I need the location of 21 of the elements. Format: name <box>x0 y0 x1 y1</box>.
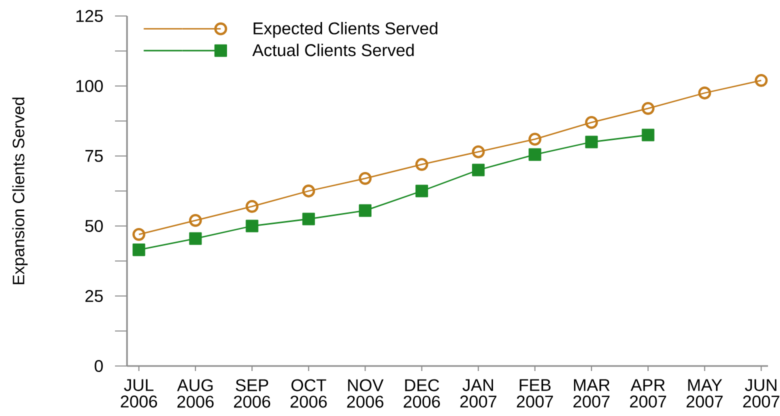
y-tick-label: 100 <box>76 80 103 92</box>
x-tick-label: NOV 2006 <box>347 379 384 408</box>
y-tick-label: 0 <box>94 360 103 372</box>
x-tick-label: JUL 2006 <box>120 379 158 408</box>
x-tick-label: FEB 2007 <box>516 379 553 408</box>
y-tick-label: 125 <box>76 10 103 22</box>
x-tick-label: JUN 2007 <box>743 379 780 408</box>
y-tick-label: 50 <box>85 220 103 232</box>
y-tick-label: 75 <box>85 150 103 162</box>
y-axis-title: Expansion Clients Served <box>12 98 28 284</box>
x-tick-label: MAR 2007 <box>573 379 610 408</box>
legend-label: Actual Clients Served <box>252 44 414 56</box>
x-tick-label: DEC 2006 <box>404 379 440 408</box>
x-tick-label: APR 2007 <box>630 379 666 408</box>
x-tick-label: AUG 2006 <box>177 379 214 408</box>
x-tick-label: JAN 2007 <box>460 379 496 408</box>
x-tick-label: OCT 2006 <box>290 379 327 408</box>
x-tick-label: SEP 2006 <box>234 379 270 408</box>
y-tick-label: 25 <box>85 290 103 302</box>
legend-label: Expected Clients Served <box>254 22 438 38</box>
x-tick-label: MAY 2007 <box>686 379 723 408</box>
